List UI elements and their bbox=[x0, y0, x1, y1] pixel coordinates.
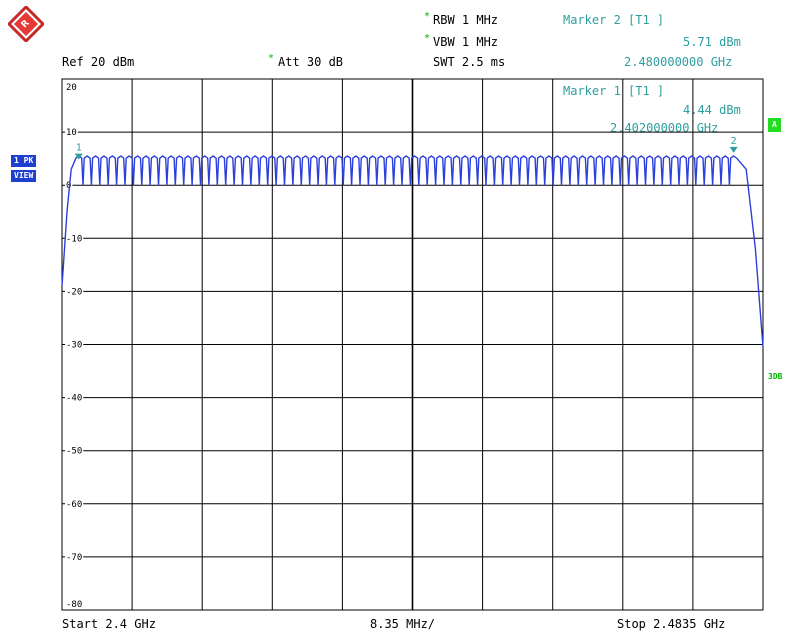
y-tick-backing bbox=[65, 393, 84, 404]
marker1-level: 4.44 dBm bbox=[683, 103, 741, 117]
y-tick-label: -70 bbox=[66, 553, 82, 563]
attenuation: Att 30 dB bbox=[278, 55, 344, 69]
y-tick-backing bbox=[65, 287, 84, 298]
y-tick-label: -60 bbox=[66, 500, 82, 510]
trace-flag-badge: A bbox=[768, 118, 781, 132]
marker2-title: Marker 2 [T1 ] bbox=[563, 13, 665, 27]
y-tick-label: -80 bbox=[66, 600, 82, 610]
marker1-title: Marker 1 [T1 ] bbox=[563, 84, 665, 98]
y-tick-label: 20 bbox=[66, 83, 77, 93]
y-tick-backing bbox=[65, 128, 78, 139]
marker-1-label: 1 bbox=[76, 143, 82, 154]
marker2-level: 5.71 dBm bbox=[683, 35, 741, 49]
reference-level: Ref 20 dBm bbox=[62, 55, 135, 69]
rohde-schwarz-logo: R bbox=[8, 6, 44, 42]
marker1-frequency: 2.402000000 GHz bbox=[610, 121, 719, 135]
y-axis-ticks: 20 10 0 -10 -20 -30 -40 -50 -60 -70 -80 bbox=[65, 83, 84, 610]
y-tick-backing bbox=[65, 499, 84, 510]
trace-view-badge: VIEW bbox=[11, 170, 37, 182]
stop-frequency: Stop 2.4835 GHz bbox=[617, 617, 726, 631]
grid bbox=[61, 78, 764, 611]
y-tick-label: -10 bbox=[66, 234, 82, 244]
video-bandwidth: VBW 1 MHz bbox=[433, 35, 499, 49]
marker-2-symbol bbox=[729, 146, 738, 153]
y-tick-backing bbox=[65, 340, 84, 351]
markers: 12 bbox=[74, 136, 738, 160]
rbw-star: * bbox=[424, 11, 431, 22]
y-tick-backing bbox=[65, 552, 84, 563]
vbw-star: * bbox=[424, 33, 431, 44]
y-tick-label: -30 bbox=[66, 341, 82, 351]
y-tick-backing bbox=[65, 181, 73, 192]
y-tick-label: 10 bbox=[66, 128, 77, 138]
trace bbox=[61, 155, 764, 348]
att-star: * bbox=[268, 53, 275, 64]
y-tick-backing bbox=[65, 234, 84, 245]
y-tick-label: -20 bbox=[66, 287, 82, 297]
trace-mode-badge: 1 PK bbox=[11, 155, 37, 167]
y-tick-backing bbox=[65, 446, 84, 457]
marker2-frequency: 2.480000000 GHz bbox=[624, 55, 733, 69]
start-frequency: Start 2.4 GHz bbox=[62, 617, 156, 631]
trace-line bbox=[61, 155, 764, 348]
sweep-time: SWT 2.5 ms bbox=[433, 55, 506, 69]
marker-2-label: 2 bbox=[731, 136, 737, 147]
limit-label: 3DB bbox=[768, 372, 783, 381]
resolution-bandwidth: RBW 1 MHz bbox=[433, 13, 499, 27]
y-tick-label: -50 bbox=[66, 447, 82, 457]
y-tick-label: -40 bbox=[66, 394, 82, 404]
span-per-division: 8.35 MHz/ bbox=[370, 617, 436, 631]
y-tick-label: 0 bbox=[66, 181, 71, 191]
marker-1-symbol bbox=[74, 153, 83, 160]
